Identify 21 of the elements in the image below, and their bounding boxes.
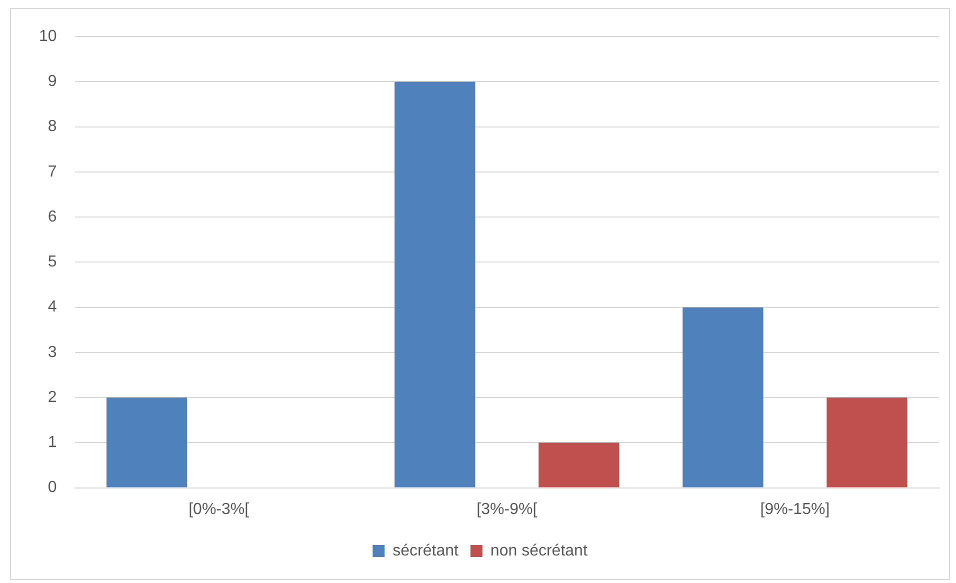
y-tick-label: 8 <box>48 118 57 136</box>
y-tick-label: 10 <box>39 28 57 46</box>
legend-label: sécrétant <box>392 542 459 560</box>
y-tick-label: 0 <box>48 479 57 496</box>
y-tick-label: 5 <box>48 254 57 271</box>
x-tick-label: [9%-15%] <box>760 500 830 518</box>
legend-label: non sécrétant <box>490 542 588 560</box>
y-tick-label: 7 <box>48 163 57 180</box>
y-tick-label: 3 <box>48 344 57 361</box>
y-tick-label: 2 <box>48 388 57 406</box>
y-tick-label: 4 <box>48 298 57 316</box>
bar <box>538 442 620 488</box>
bar <box>394 82 476 488</box>
y-tick-label: 9 <box>48 73 57 90</box>
x-tick-label: [3%-9%[ <box>476 500 538 518</box>
bar <box>826 398 908 488</box>
y-tick-label: 1 <box>48 434 57 452</box>
bar <box>106 398 188 488</box>
y-tick-label: 6 <box>48 208 57 226</box>
bar <box>682 307 764 488</box>
x-tick-label: [0%-3%[ <box>188 500 250 518</box>
